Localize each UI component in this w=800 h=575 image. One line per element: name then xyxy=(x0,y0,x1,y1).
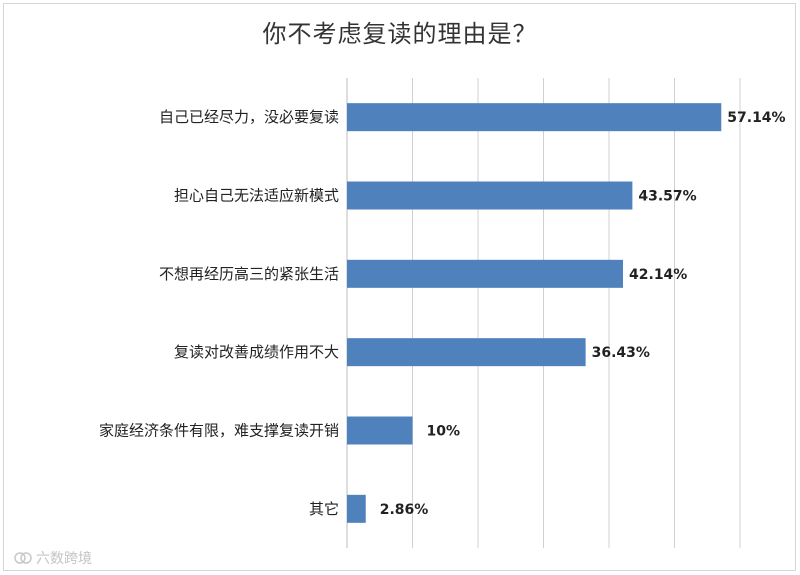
gridlines xyxy=(346,78,741,548)
labels: 自己已经尽力，没必要复读 57.14% 担心自己无法适应新模式 43.57% 不想再经历… xyxy=(99,108,786,518)
watermark: 六数跨境 xyxy=(14,548,92,568)
bar xyxy=(347,259,624,288)
chart-title: 你不考虑复读的理由是？ xyxy=(262,20,538,48)
category-label: 担心自己无法适应新模式 xyxy=(174,187,339,205)
value-label: 42.14% xyxy=(629,267,687,283)
bars xyxy=(347,103,722,523)
value-label: 43.57% xyxy=(638,189,696,205)
value-label: 2.86% xyxy=(380,502,429,518)
bar xyxy=(347,416,413,445)
category-label: 自己已经尽力，没必要复读 xyxy=(159,108,339,126)
value-label: 36.43% xyxy=(592,345,650,361)
watermark-logo-icon xyxy=(14,552,32,564)
category-label: 其它 xyxy=(309,500,339,518)
bar xyxy=(347,338,586,367)
value-label: 10% xyxy=(427,424,461,440)
category-label: 不想再经历高三的紧张生活 xyxy=(159,265,339,283)
bar xyxy=(347,103,722,132)
category-label: 家庭经济条件有限，难支撑复读开销 xyxy=(99,422,339,440)
bar xyxy=(347,181,633,210)
chart-frame xyxy=(3,3,796,571)
value-label: 57.14% xyxy=(727,110,785,126)
category-label: 复读对改善成绩作用不大 xyxy=(174,343,339,361)
bar xyxy=(347,494,366,523)
watermark-text: 六数跨境 xyxy=(36,551,92,567)
